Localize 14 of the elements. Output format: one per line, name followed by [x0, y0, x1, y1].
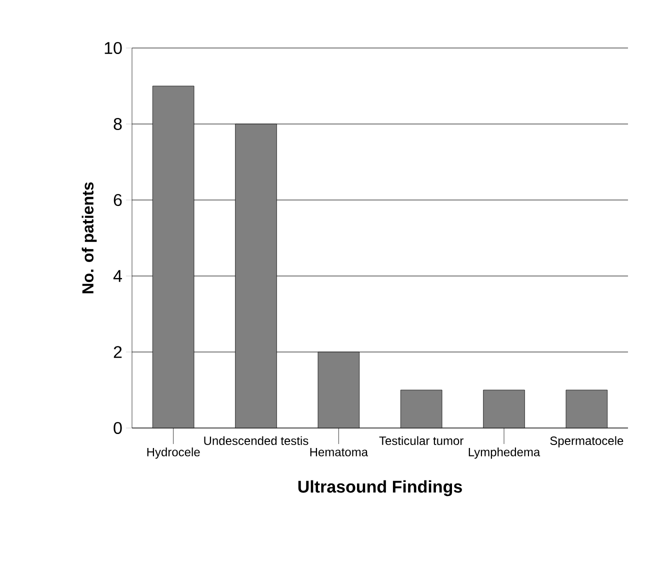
y-tick-label: 0	[114, 422, 122, 434]
y-tick-label: 6	[114, 194, 122, 206]
x-axis-title: Ultrasound Findings	[298, 480, 462, 496]
x-tick-label: Hematoma	[310, 448, 368, 456]
y-tick-label: 10	[104, 42, 122, 54]
y-tick-label: 4	[113, 270, 122, 282]
x-tick-label: Undescended testis	[204, 436, 308, 446]
x-tick-label: Testicular tumor	[379, 436, 464, 446]
y-tick-label: 2	[114, 346, 122, 358]
x-tick-label: Hydrocele	[147, 448, 200, 459]
x-tick-label: Lymphedema	[468, 448, 540, 459]
x-tick-label: Spermatocele	[550, 436, 624, 448]
y-tick-label: 8	[114, 118, 122, 130]
y-axis-title: No. of patients	[82, 182, 97, 294]
